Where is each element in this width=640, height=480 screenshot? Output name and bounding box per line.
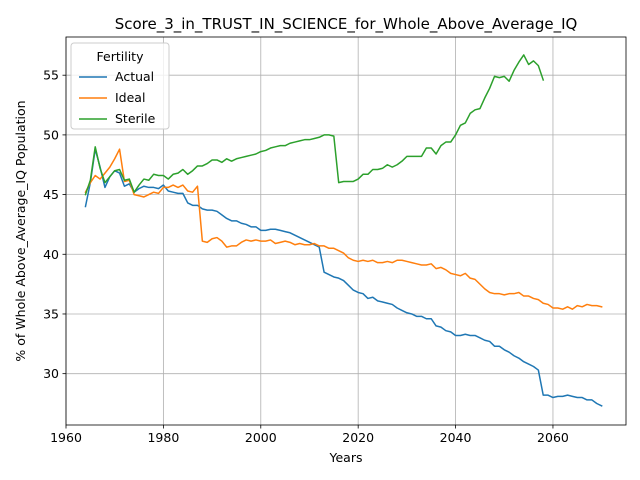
series-lines [84, 54, 603, 407]
y-tick-label: 55 [43, 68, 59, 83]
legend: Fertility Actual Ideal Sterile [70, 42, 170, 130]
x-tick-label: 1960 [50, 430, 82, 445]
y-tick-label: 40 [43, 247, 59, 262]
plot-frame [65, 36, 627, 426]
x-tick-label: 2060 [537, 430, 569, 445]
y-tick-label: 50 [43, 127, 59, 142]
y-axis-label: % of Whole Above_Average_IQ Population [13, 100, 28, 361]
y-tick-label: 35 [43, 306, 59, 321]
y-tick-label: 45 [43, 187, 59, 202]
x-tick-label: 2020 [342, 430, 374, 445]
legend-label: Sterile [115, 111, 156, 126]
legend-title: Fertility [97, 49, 145, 64]
x-axis-label: Years [329, 450, 363, 465]
y-tick-label: 30 [43, 366, 59, 381]
series-line-actual [84, 148, 603, 407]
x-tick-label: 2040 [440, 430, 472, 445]
chart-title: Score_3_in_TRUST_IN_SCIENCE_for_Whole_Ab… [115, 15, 578, 34]
legend-label: Actual [115, 69, 154, 84]
legend-label: Ideal [115, 90, 145, 105]
axis-ticks: 1960 1980 2000 2020 2040 2060 30 35 40 45 50 55 [43, 68, 569, 445]
legend-box [70, 42, 170, 130]
x-tick-label: 2000 [245, 430, 277, 445]
x-tick-label: 1980 [147, 430, 179, 445]
series-line-ideal [84, 148, 603, 310]
series-line-sterile [84, 54, 545, 196]
